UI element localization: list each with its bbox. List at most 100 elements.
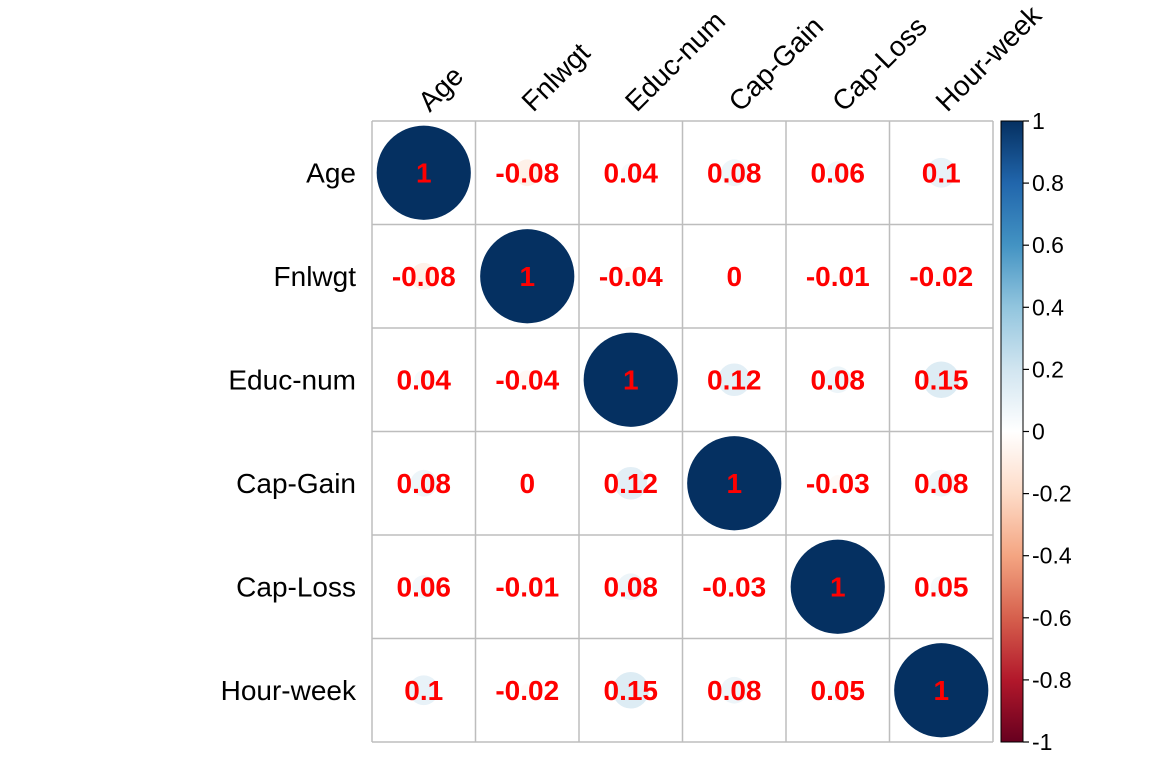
corr-value-age-educ-num: 0.04 [604, 157, 659, 188]
corr-circle-fnlwgt-cap-loss [833, 271, 843, 281]
corr-value-hour-week-cap-loss: 0.05 [811, 675, 866, 706]
corr-circle-educ-num-educ-num [583, 332, 678, 427]
corr-value-age-cap-gain: 0.08 [707, 157, 762, 188]
column-label-age: Age [412, 60, 469, 117]
corr-circle-fnlwgt-hour-week [934, 269, 948, 283]
corr-circle-hour-week-fnlwgt [520, 683, 534, 697]
corr-value-cap-gain-cap-gain: 1 [726, 468, 742, 499]
corr-circle-cap-gain-cap-loss [829, 475, 846, 492]
corr-value-fnlwgt-hour-week: -0.02 [909, 261, 973, 292]
corr-value-cap-loss-hour-week: 0.05 [914, 571, 969, 602]
corr-value-educ-num-fnlwgt: -0.04 [495, 364, 559, 395]
corr-value-educ-num-age: 0.04 [397, 364, 452, 395]
corr-circle-cap-loss-hour-week [930, 576, 952, 598]
legend-tick-label: 0.4 [1032, 294, 1064, 320]
corr-circle-hour-week-educ-num [612, 672, 649, 709]
corr-circle-age-educ-num [621, 163, 641, 183]
column-label-educ-num: Educ-num [619, 5, 731, 117]
corr-value-hour-week-hour-week: 1 [933, 675, 949, 706]
corr-value-cap-loss-educ-num: 0.08 [604, 571, 659, 602]
corr-value-fnlwgt-cap-gain: 0 [726, 261, 742, 292]
correlation-circles [376, 125, 989, 738]
corr-circle-educ-num-cap-gain [717, 363, 751, 397]
corr-circle-hour-week-age [408, 675, 439, 706]
legend-color-bar [1000, 120, 1024, 743]
corr-value-educ-num-hour-week: 0.15 [914, 364, 969, 395]
corr-circle-cap-gain-educ-num [614, 466, 648, 500]
legend-tick-label: 0.2 [1032, 356, 1064, 382]
corr-value-cap-gain-educ-num: 0.12 [604, 468, 659, 499]
corr-value-cap-loss-age: 0.06 [397, 571, 452, 602]
corr-value-cap-loss-cap-loss: 1 [830, 571, 846, 602]
corr-value-educ-num-educ-num: 1 [623, 364, 639, 395]
corr-circle-fnlwgt-educ-num [621, 266, 641, 286]
corr-value-fnlwgt-educ-num: -0.04 [599, 261, 663, 292]
column-label-hour-week: Hour-week [930, 0, 1048, 117]
legend-tick-label: -0.2 [1032, 481, 1072, 507]
row-label-hour-week: Hour-week [221, 675, 357, 706]
corr-circle-age-cap-loss [826, 161, 850, 185]
corr-circle-educ-num-hour-week [923, 361, 960, 398]
legend-tick-label: -0.6 [1032, 605, 1072, 631]
corr-circle-educ-num-fnlwgt [517, 370, 537, 390]
corr-circle-hour-week-hour-week [894, 643, 989, 738]
corr-value-cap-gain-age: 0.08 [397, 468, 452, 499]
corr-value-fnlwgt-cap-loss: -0.01 [806, 261, 870, 292]
corr-circle-cap-gain-hour-week [927, 469, 955, 497]
corr-circle-hour-week-cap-gain [720, 676, 748, 704]
corr-value-cap-loss-cap-gain: -0.03 [702, 571, 766, 602]
row-label-cap-gain: Cap-Gain [236, 468, 356, 499]
corr-circle-age-fnlwgt [513, 159, 541, 187]
row-label-age: Age [306, 157, 356, 188]
row-label-fnlwgt: Fnlwgt [274, 261, 357, 292]
row-label-educ-num: Educ-num [228, 364, 356, 395]
corr-value-fnlwgt-age: -0.08 [392, 261, 456, 292]
corr-value-age-hour-week: 0.1 [922, 157, 961, 188]
corr-value-hour-week-fnlwgt: -0.02 [495, 675, 559, 706]
column-labels: Age Fnlwgt Educ-numCap-GainCap-LossHour-we… [412, 0, 1048, 117]
corr-circle-cap-loss-educ-num [617, 573, 645, 601]
corr-value-fnlwgt-fnlwgt: 1 [519, 261, 535, 292]
corr-circle-educ-num-age [414, 370, 434, 390]
legend-tick-label: -1 [1032, 729, 1052, 755]
legend-tick-label: 0.8 [1032, 170, 1064, 196]
column-label-cap-loss: Cap-Loss [826, 11, 933, 118]
corr-value-hour-week-age: 0.1 [404, 675, 443, 706]
corr-circle-cap-loss-cap-loss [790, 539, 885, 634]
corr-circle-age-age [376, 125, 471, 220]
corr-value-cap-gain-cap-loss: -0.03 [806, 468, 870, 499]
correlation-value-labels: 1 -0.08 0.04 0.08 0.06 0.1 -0.08 1 -0.04 0 -0.01 -0… [392, 157, 973, 706]
legend-tick-label: 0 [1032, 419, 1045, 445]
corr-circle-educ-num-cap-loss [824, 366, 852, 394]
legend-tick-label: 1 [1032, 108, 1045, 134]
corr-value-age-fnlwgt: -0.08 [495, 157, 559, 188]
corr-value-hour-week-educ-num: 0.15 [604, 675, 659, 706]
corr-circle-cap-gain-cap-gain [687, 436, 782, 531]
corr-value-educ-num-cap-loss: 0.08 [811, 364, 866, 395]
corr-circle-hour-week-cap-loss [827, 679, 849, 701]
column-label-fnlwgt: Fnlwgt [516, 37, 596, 117]
corr-circle-fnlwgt-fnlwgt [480, 229, 575, 324]
corr-value-hour-week-cap-gain: 0.08 [707, 675, 762, 706]
row-label-cap-loss: Cap-Loss [236, 571, 356, 602]
corr-circle-age-hour-week [926, 157, 957, 188]
corr-circle-age-cap-gain [720, 159, 748, 187]
row-labels: Age Fnlwgt Educ-num Cap-Gain Cap-Loss Hour-we… [221, 157, 357, 706]
grid-lines [371, 120, 994, 743]
corr-value-cap-gain-fnlwgt: 0 [519, 468, 535, 499]
color-legend: 1 0.8 0.6 0.4 0.2 0 -0.2 -0.4 -0.6 -0.8 -1 [1000, 108, 1072, 755]
corr-circle-fnlwgt-age [410, 262, 438, 290]
corr-circle-cap-loss-cap-gain [726, 578, 743, 595]
corr-value-age-age: 1 [416, 157, 432, 188]
column-label-cap-gain: Cap-Gain [723, 11, 830, 118]
legend-tick-label: 0.6 [1032, 232, 1064, 258]
corr-value-educ-num-cap-gain: 0.12 [707, 364, 762, 395]
corr-value-cap-loss-fnlwgt: -0.01 [495, 571, 559, 602]
legend-tick-label: -0.4 [1032, 543, 1072, 569]
legend-tick-label: -0.8 [1032, 667, 1072, 693]
corr-circle-cap-loss-age [412, 575, 436, 599]
corr-circle-cap-gain-age [410, 469, 438, 497]
corr-circle-cap-loss-fnlwgt [522, 582, 532, 592]
corr-value-age-cap-loss: 0.06 [811, 157, 866, 188]
